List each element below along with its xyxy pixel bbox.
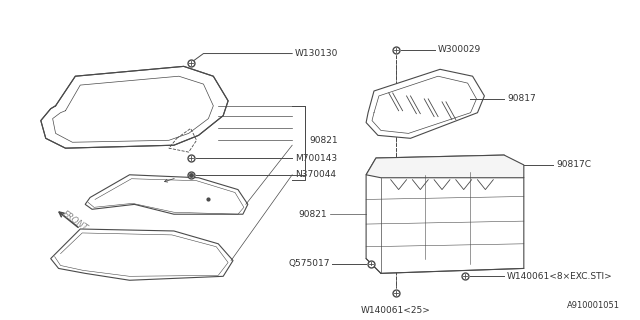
Text: A910001051: A910001051	[568, 301, 620, 310]
Polygon shape	[366, 69, 484, 138]
Text: Q575017: Q575017	[288, 259, 330, 268]
Text: FRONT: FRONT	[61, 209, 90, 233]
Text: W130130: W130130	[295, 49, 339, 58]
Text: W300029: W300029	[438, 45, 481, 54]
Text: W140061<8×EXC.STI>: W140061<8×EXC.STI>	[507, 272, 613, 281]
Polygon shape	[366, 155, 524, 273]
Text: 90817C: 90817C	[556, 160, 591, 169]
Polygon shape	[51, 229, 233, 280]
Text: M700143: M700143	[295, 154, 337, 163]
Text: W140061<25>: W140061<25>	[361, 306, 431, 315]
Text: 90821: 90821	[298, 210, 326, 219]
Polygon shape	[85, 175, 248, 214]
Text: N370044: N370044	[295, 170, 336, 179]
Polygon shape	[41, 66, 228, 148]
Polygon shape	[366, 155, 524, 178]
Text: 90821: 90821	[309, 136, 337, 145]
Text: 90817: 90817	[507, 94, 536, 103]
